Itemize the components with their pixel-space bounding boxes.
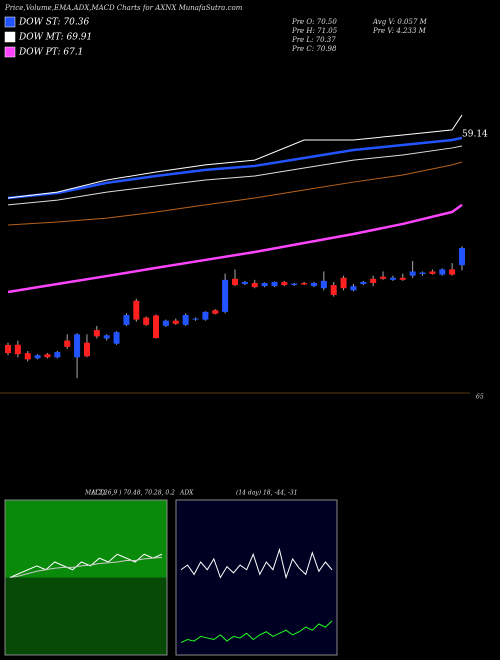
indicator-line [9, 553, 163, 578]
candle-body [162, 320, 169, 326]
candle-body [123, 315, 130, 325]
candle-body [340, 277, 347, 289]
candle-body [83, 342, 90, 357]
candle-body [64, 340, 71, 347]
indicator-line [180, 547, 333, 580]
panel-title: MACD: [84, 490, 107, 497]
legend-label: DOW ST: 70.36 [18, 18, 89, 28]
candle-body [232, 278, 238, 286]
candle-body [251, 282, 258, 288]
candle-body [271, 281, 278, 287]
candle-body [389, 277, 396, 280]
candle-body [192, 318, 199, 320]
legend-swatch [4, 16, 16, 28]
candle-body [399, 277, 406, 280]
adx-frame [175, 499, 338, 656]
candle-body [261, 282, 268, 287]
candle-body [14, 344, 21, 355]
candle-body [113, 332, 120, 344]
indicator-line [180, 620, 333, 644]
ema-line [7, 161, 463, 226]
candle-body [143, 317, 150, 325]
info: Pre O: 70.50 [291, 18, 337, 26]
candle-body [291, 283, 298, 286]
panel-title: ADX [179, 490, 194, 497]
base-label: 65 [476, 394, 484, 401]
legend-swatch [4, 46, 16, 58]
candle-body [103, 335, 110, 339]
candle-body [54, 352, 61, 358]
legend-swatch [4, 31, 16, 43]
candle-body [241, 281, 248, 285]
candle-body [172, 320, 179, 324]
candle-body [222, 279, 229, 312]
legend-label: DOW PT: 67.1 [18, 48, 83, 58]
candle-body [429, 271, 436, 274]
candle-body [24, 353, 31, 360]
candle-body [330, 285, 337, 295]
candle-body [153, 315, 160, 339]
ema-line [7, 203, 463, 294]
candle-body [350, 286, 357, 291]
candle-body [370, 278, 377, 283]
candle-body [34, 355, 41, 359]
candle-body [360, 281, 367, 285]
candle-body [281, 281, 288, 286]
ema-line [7, 136, 463, 200]
candle-body [449, 269, 456, 275]
candle-body [301, 282, 308, 285]
candle-body [320, 280, 327, 289]
panel-lower [5, 577, 167, 655]
panel-subtitle: (14 day) 18, -44, -31 [236, 490, 298, 497]
candle-body [93, 330, 100, 337]
info: Pre L: 70.37 [291, 36, 336, 44]
candle-body [202, 311, 209, 320]
macd-frame [4, 499, 168, 656]
candle-body [409, 271, 416, 276]
candle-body [419, 272, 426, 274]
ema-line [7, 145, 463, 206]
candle-body [380, 276, 387, 279]
info: Pre C: 70.98 [291, 45, 337, 53]
ema-line [7, 114, 463, 199]
volume-info: Avg V: 0.057 M [372, 18, 428, 26]
panel-subtitle: (12,26,9 ) 70.48, 70.28, 0.2 [92, 490, 175, 497]
candle-body [5, 344, 11, 354]
candle-body [74, 334, 81, 358]
candle-body [44, 354, 51, 358]
candle-body [459, 248, 465, 266]
candle-body [133, 300, 140, 320]
title: Price,Volume,EMA,ADX,MACD Charts for AXN… [4, 4, 243, 12]
candle-body [439, 269, 446, 275]
volume-info: Pre V: 4.233 M [372, 27, 427, 35]
legend-label: DOW MT: 69.91 [18, 33, 92, 43]
candle-body [182, 315, 189, 325]
panel-background [176, 500, 337, 655]
candle-body [310, 282, 317, 287]
indicator-line [9, 556, 163, 578]
candle-body [212, 310, 219, 314]
last-label: 59.14 [462, 129, 488, 139]
info: Pre H: 71.05 [291, 27, 338, 35]
